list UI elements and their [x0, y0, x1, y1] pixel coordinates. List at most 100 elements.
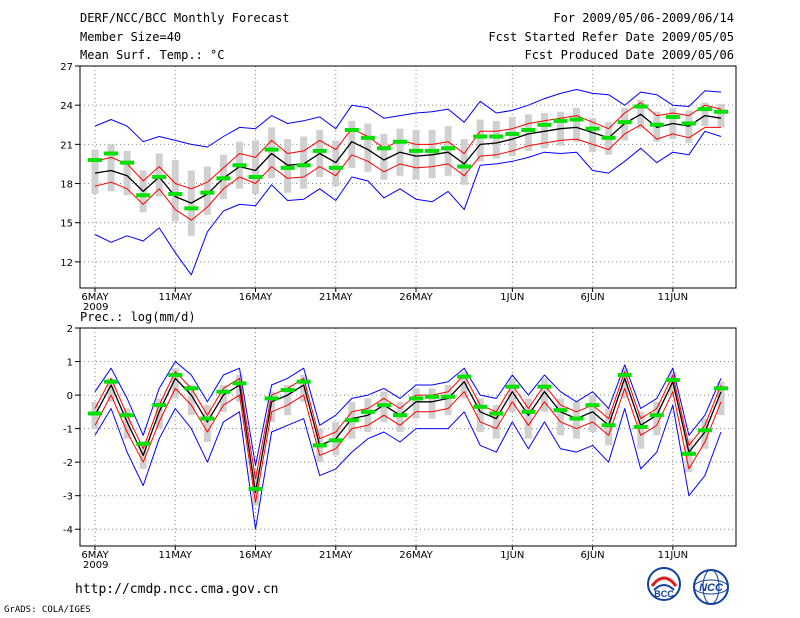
y-tick-label: 24 — [60, 101, 73, 112]
y-tick-label: -1 — [63, 425, 73, 436]
ensemble-range-bar — [332, 140, 340, 187]
observed-marker — [152, 175, 167, 179]
observed-marker — [88, 411, 102, 416]
observed-marker — [425, 394, 440, 399]
observed-marker — [376, 403, 391, 408]
chart-title: DERF/NCC/BCC Monthly Forecast — [80, 11, 290, 25]
grads-credit: GrADS: COLA/IGES — [4, 605, 91, 615]
observed-marker — [649, 413, 664, 418]
y-tick-label: 12 — [60, 258, 73, 269]
observed-marker — [441, 394, 456, 399]
x-tick-year-label: 2009 — [83, 560, 108, 571]
observed-marker — [136, 193, 151, 198]
observed-marker — [473, 134, 488, 139]
observed-marker — [569, 416, 584, 421]
x-tick-label: 11MAY — [158, 550, 192, 561]
observed-marker — [184, 206, 199, 211]
ensemble-range-bar — [476, 119, 484, 162]
ensemble-range-bar — [107, 378, 115, 402]
observed-marker — [168, 191, 183, 196]
ensemble-range-bar — [187, 385, 195, 416]
ensemble-range-bar — [573, 107, 581, 142]
ncc-logo-text: NCC — [699, 582, 724, 594]
refer-date: Fcst Started Refer Date 2009/05/05 — [488, 30, 734, 44]
ensemble-range-bar — [123, 150, 131, 196]
observed-marker — [280, 388, 295, 393]
ensemble-range-bar — [412, 388, 420, 419]
observed-marker — [328, 438, 343, 443]
observed-marker — [617, 120, 632, 125]
ensemble-range-bar — [252, 140, 260, 194]
observed-marker — [617, 372, 632, 377]
observed-marker — [328, 165, 343, 170]
ensemble-mean-line — [94, 113, 722, 204]
y-tick-label: 15 — [60, 219, 73, 230]
ensemble-range-bar — [589, 118, 597, 153]
y-tick-label: -2 — [63, 458, 73, 469]
bcc-logo: BCC — [647, 567, 681, 601]
ensemble-range-bar — [524, 114, 532, 151]
y-tick-label: 0 — [67, 391, 73, 402]
observed-marker — [296, 379, 311, 384]
observed-marker — [521, 127, 536, 132]
footer-url[interactable]: http://cmdp.ncc.cma.gov.cn — [75, 582, 279, 597]
ensemble-range-bar — [460, 371, 468, 399]
plot-frame — [79, 327, 737, 547]
bcc-logo-text: BCC — [654, 589, 674, 599]
x-tick-label: 11JUN — [658, 292, 688, 303]
y-tick-label: 1 — [67, 358, 73, 369]
observed-marker — [714, 386, 728, 391]
x-tick-label: 16MAY — [239, 292, 273, 303]
observed-marker — [376, 146, 391, 151]
observed-marker — [553, 118, 568, 123]
observed-marker — [697, 428, 712, 433]
ensemble-range-bar — [348, 120, 356, 168]
observed-marker — [409, 396, 424, 401]
y-tick-label: -3 — [63, 492, 73, 503]
observed-marker — [216, 389, 231, 394]
lower-std-line — [94, 124, 721, 221]
observed-marker — [633, 104, 648, 109]
observed-marker — [120, 413, 135, 418]
x-tick-label: 6MAY — [81, 292, 109, 303]
observed-marker — [216, 176, 231, 181]
upper-std-line — [94, 371, 722, 480]
x-tick-label: 6JUN — [581, 550, 605, 561]
observed-marker — [248, 175, 263, 179]
x-tick-label: 26MAY — [399, 292, 433, 303]
ensemble-range-bar — [621, 368, 629, 399]
ensemble-range-bar — [91, 149, 99, 194]
ensemble-range-bar — [717, 103, 725, 128]
observed-marker — [264, 396, 279, 401]
x-tick-label: 21MAY — [319, 550, 353, 561]
y-tick-label: 2 — [67, 324, 73, 335]
observed-marker — [312, 443, 327, 448]
observed-marker — [473, 404, 488, 409]
observed-marker — [457, 164, 472, 169]
x-tick-year-label: 2009 — [83, 302, 108, 313]
ensemble-range-bar — [284, 385, 292, 416]
observed-marker — [409, 148, 424, 153]
observed-marker — [280, 165, 295, 170]
upper-envelope-line — [94, 89, 722, 148]
variable-label: Mean Surf. Temp.: °C — [80, 48, 225, 62]
observed-marker — [104, 379, 119, 384]
y-tick-label: 21 — [60, 140, 73, 151]
observed-marker — [168, 372, 183, 377]
lower-envelope-line — [94, 404, 722, 530]
member-size: Member Size=40 — [80, 30, 182, 44]
y-tick-label: -4 — [63, 525, 73, 536]
observed-marker — [248, 486, 263, 491]
ensemble-range-bar — [412, 129, 420, 180]
ensemble-range-bar — [589, 395, 597, 432]
ensemble-range-bar — [701, 418, 709, 449]
observed-marker — [537, 122, 552, 127]
observed-marker — [665, 377, 680, 382]
x-tick-label: 11JUN — [658, 550, 688, 561]
ensemble-range-bar — [508, 378, 516, 412]
observed-marker — [425, 148, 440, 153]
upper-envelope-line — [94, 361, 722, 466]
observed-marker — [649, 122, 664, 127]
